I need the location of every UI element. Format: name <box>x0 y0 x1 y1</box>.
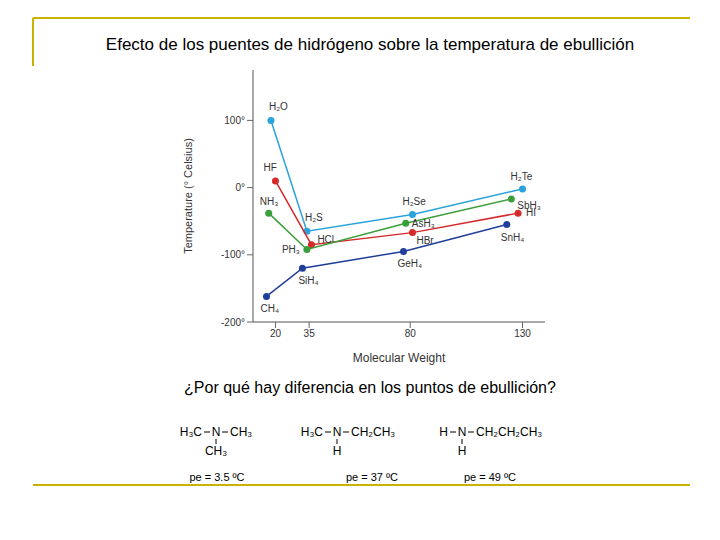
svg-text:N: N <box>458 425 467 439</box>
svg-text:CH₃: CH₃ <box>205 444 227 458</box>
svg-text:HBr: HBr <box>416 234 434 246</box>
svg-text:HCl: HCl <box>317 233 335 245</box>
svg-text:H₃C: H₃C <box>301 425 324 439</box>
svg-text:pe = 37 ºC: pe = 37 ºC <box>346 471 398 483</box>
svg-text:CH₄: CH₄ <box>260 303 279 314</box>
svg-text:0°: 0° <box>235 182 245 193</box>
svg-text:GeH₄: GeH₄ <box>397 258 422 269</box>
svg-text:H₃C: H₃C <box>180 425 203 439</box>
svg-text:H: H <box>458 444 467 458</box>
svg-text:HI: HI <box>526 207 536 219</box>
svg-text:-200°: -200° <box>221 317 245 328</box>
svg-text:SnH₄: SnH₄ <box>501 232 525 243</box>
svg-text:NH₃: NH₃ <box>260 196 279 207</box>
svg-text:PH₃: PH₃ <box>282 244 300 255</box>
svg-text:H₂O: H₂O <box>269 101 288 112</box>
svg-text:¿Por qué hay diferencia en los: ¿Por qué hay diferencia en los puntos de… <box>184 379 556 396</box>
svg-text:H: H <box>439 425 448 439</box>
svg-text:20: 20 <box>270 328 282 339</box>
svg-text:130: 130 <box>514 328 531 339</box>
svg-text:N: N <box>333 425 342 439</box>
svg-text:H₂S: H₂S <box>305 212 323 223</box>
svg-text:H: H <box>333 444 342 458</box>
svg-text:H₂Te: H₂Te <box>511 171 533 182</box>
svg-text:100°: 100° <box>224 115 245 126</box>
svg-text:SiH₄: SiH₄ <box>298 275 318 286</box>
svg-text:AsH₃: AsH₃ <box>412 218 435 229</box>
svg-text:SbH₃: SbH₃ <box>517 200 541 211</box>
svg-text:80: 80 <box>405 328 417 339</box>
svg-text:pe = 3.5 ºC: pe = 3.5 ºC <box>189 471 244 483</box>
svg-text:H₂Se: H₂Se <box>402 196 426 207</box>
svg-text:-100°: -100° <box>221 249 245 260</box>
svg-text:Molecular Weight: Molecular Weight <box>353 351 446 365</box>
svg-text:35: 35 <box>304 328 316 339</box>
svg-text:CH₂CH₃: CH₂CH₃ <box>351 425 395 439</box>
svg-text:Temperature (° Celsius): Temperature (° Celsius) <box>182 138 194 254</box>
svg-text:HF: HF <box>263 162 276 173</box>
svg-text:CH₃: CH₃ <box>230 425 252 439</box>
svg-text:CH₂CH₂CH₃: CH₂CH₂CH₃ <box>476 425 542 439</box>
svg-text:N: N <box>212 425 221 439</box>
svg-text:pe = 49 ºC: pe = 49 ºC <box>464 471 516 483</box>
svg-text:Efecto de los puentes de hidró: Efecto de los puentes de hidrógeno sobre… <box>106 35 634 54</box>
